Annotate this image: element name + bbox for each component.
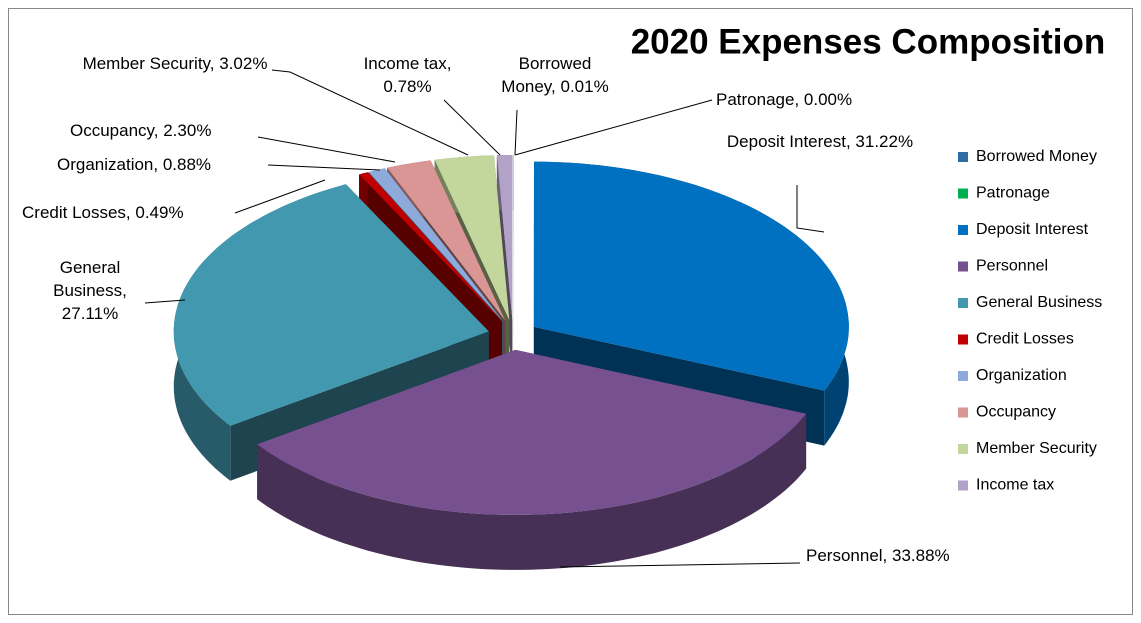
- legend-swatch: [958, 371, 968, 381]
- data-label: General Business, 27.11%: [53, 258, 127, 323]
- legend-swatch: [958, 225, 968, 235]
- data-label: Member Security, 3.02%: [82, 54, 268, 73]
- leader-line: [234, 179, 326, 214]
- legend-label: Deposit Interest: [976, 221, 1089, 238]
- leader-line: [257, 136, 396, 163]
- leader-line: [514, 109, 518, 156]
- data-label: Patronage, 0.00%: [716, 90, 853, 109]
- legend-label: Income tax: [976, 477, 1054, 494]
- leader-line: [559, 562, 801, 568]
- data-label: Personnel, 33.88%: [806, 546, 950, 565]
- legend-swatch: [958, 152, 968, 162]
- legend-swatch: [958, 188, 968, 199]
- legend-label: Member Security: [976, 440, 1097, 457]
- legend-label: Organization: [976, 367, 1067, 384]
- data-label: Borrowed Money, 0.01%: [501, 54, 609, 96]
- legend-label: Borrowed Money: [976, 148, 1097, 165]
- chart-title: 2020 Expenses Composition: [631, 22, 1106, 61]
- legend-label: Personnel: [976, 258, 1048, 275]
- slice: [359, 172, 502, 322]
- legend-label: Patronage: [976, 185, 1050, 202]
- legend-label: General Business: [976, 294, 1102, 311]
- leader-line: [267, 164, 381, 171]
- leader-line: [514, 99, 713, 156]
- slice: [533, 161, 849, 391]
- data-label: Occupancy, 2.30%: [70, 121, 212, 140]
- data-label: Income tax, 0.78%: [363, 54, 452, 96]
- slice: [173, 184, 489, 426]
- slice: [496, 155, 513, 320]
- legend-swatch: [958, 261, 968, 272]
- data-label: Deposit Interest, 31.22%: [726, 132, 914, 151]
- legend-swatch: [958, 334, 968, 345]
- leader-line: [271, 69, 469, 156]
- legend-swatch: [958, 298, 968, 308]
- leader-line: [796, 185, 825, 233]
- legend-label: Credit Losses: [976, 331, 1074, 348]
- slice: [387, 160, 506, 321]
- slice: [368, 168, 503, 322]
- legend-swatch: [958, 407, 968, 418]
- slice-rim: [257, 413, 807, 570]
- legend-swatch: [958, 480, 968, 491]
- slice: [257, 349, 807, 515]
- data-label: Credit Losses, 0.49%: [22, 203, 184, 222]
- leader-line: [144, 299, 186, 304]
- legend-swatch: [958, 444, 968, 454]
- legend-label: Occupancy: [976, 404, 1056, 421]
- leader-line: [443, 99, 501, 156]
- slice: [434, 155, 510, 321]
- data-label: Organization, 0.88%: [57, 155, 212, 174]
